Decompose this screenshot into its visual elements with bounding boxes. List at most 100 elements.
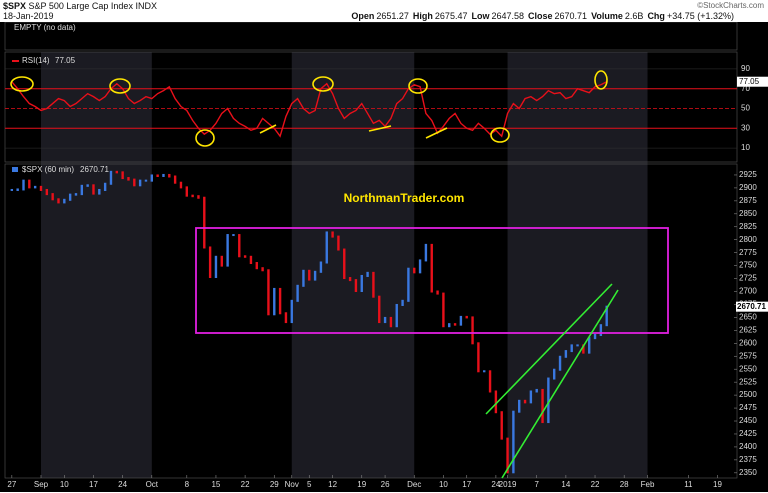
price-bar [535,388,538,393]
y-tick-label: 2350 [739,468,757,477]
y-tick-label: 2725 [739,274,757,283]
header-stats: Open 2651.27 High 2675.47 Low 2647.58 Close 267… [347,11,734,21]
price-bar [588,337,591,354]
price-bar [582,344,585,354]
x-tick-label: 15 [211,480,220,489]
price-bar [564,350,568,358]
price-bar [16,188,19,191]
price-bar [290,299,293,324]
highlight-circle [594,70,608,90]
y-tick-label: 2500 [739,390,757,399]
y-tick-label: 10 [741,143,750,152]
price-bar [278,287,282,315]
price-bar [261,267,264,272]
y-tick-label: 90 [741,64,750,73]
price-bar [500,411,503,440]
legend-swatch [12,167,18,172]
price-bar [442,292,445,328]
price-bar [430,243,433,293]
price-bar [162,173,165,177]
price-bar [506,437,509,474]
stat-label: High [412,11,433,21]
y-tick-label: 2575 [739,351,757,360]
price-bar [168,173,171,178]
stat-value: 2651.27 [376,11,409,21]
empty-panel-label: EMPTY (no data) [14,23,76,32]
y-tick-label: 2600 [739,338,757,347]
price-bar [389,316,393,328]
header-title: $SPX S&P 500 Large Cap Index INDX [3,1,157,11]
price-bar [325,231,328,264]
highlight-circle [312,76,334,92]
price-bar [150,174,153,182]
price-bar [360,274,363,292]
last-value-label: 2670.71 [737,302,766,311]
stat-label: Volume [591,11,623,21]
price-bar [185,186,188,197]
y-tick-label: 2850 [739,209,757,218]
price-bar [80,184,84,196]
stat-label: Chg [647,11,665,21]
price-bar [436,290,439,295]
price-bar [418,259,422,274]
month-band [291,52,415,478]
price-bar [45,188,49,196]
x-tick-label: Oct [146,480,159,489]
y-tick-label: 2650 [739,313,757,322]
y-tick-label: 2450 [739,416,757,425]
price-bar [133,178,136,187]
x-tick-label: 29 [270,480,279,489]
price-bar [208,246,212,279]
highlight-circle [490,127,510,143]
price-bar [319,261,323,273]
x-tick-label: 17 [462,480,471,489]
price-bar [203,196,206,249]
price-bar [68,193,72,201]
legend-label: RSI(14) [22,56,50,65]
price-bar [249,255,253,265]
x-tick-label: 14 [561,480,570,489]
highlight-circle [195,129,215,147]
price-bar [459,315,463,326]
price-panel [4,163,738,479]
price-bar [354,279,358,292]
price-bar [302,269,305,287]
y-tick-label: 2925 [739,170,757,179]
y-tick-label: 50 [741,104,750,113]
price-bar [424,243,428,262]
y-tick-label: 2375 [739,455,757,464]
price-bar [453,323,457,326]
price-bar [109,170,113,185]
x-tick-label: 5 [307,480,312,489]
y-tick-label: 30 [741,123,750,132]
x-tick-label: Nov [285,480,299,489]
y-tick-label: 2400 [739,442,757,451]
price-bar [518,399,521,413]
y-tick-label: 2700 [739,287,757,296]
price-bar [191,194,194,198]
price-bar [22,179,25,191]
price-bar [39,185,43,191]
wedge-line [485,283,613,415]
annotation-text: NorthmanTrader.com [344,191,465,205]
price-bar [86,184,89,187]
price-bar [28,179,31,189]
price-bar [541,388,544,424]
symbol: $SPX [3,1,27,11]
stat-value: +34.75 (+1.32%) [666,11,734,21]
x-tick-label: 22 [241,480,250,489]
price-bar [313,270,317,281]
price-bar [553,368,556,380]
y-tick-label: 70 [741,84,750,93]
x-tick-label: 22 [591,480,600,489]
price-bar [103,182,107,191]
x-tick-label: 19 [713,480,722,489]
price-bar [465,315,468,319]
y-tick-label: 2900 [739,183,757,192]
stat-value: 2647.58 [491,11,525,21]
price-bar [477,342,480,373]
stat-value: 2.6B [624,11,644,21]
price-bar [413,267,416,274]
price-bar [383,316,387,324]
